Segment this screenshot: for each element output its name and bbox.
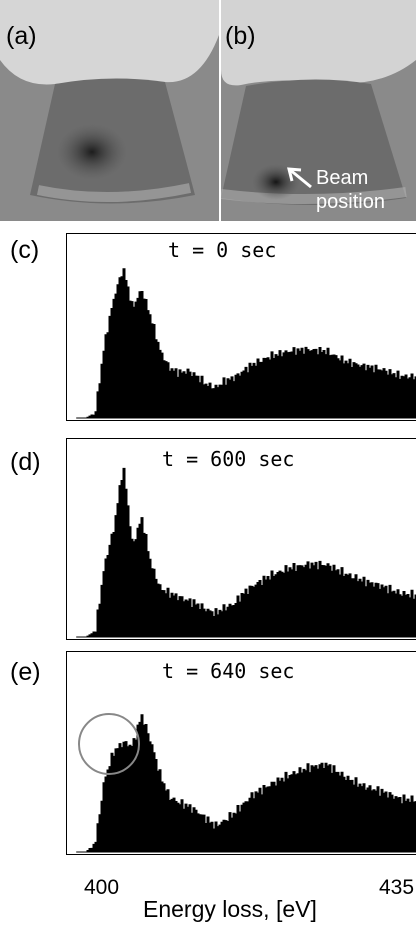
x-tick-435: 435: [379, 876, 415, 899]
micrograph-a: (a): [0, 0, 219, 221]
highlight-circle: [78, 713, 140, 775]
spectrum-e-svg: [76, 713, 416, 853]
beam-arrow-icon: [287, 167, 312, 189]
x-axis-label: Energy loss, [eV]: [143, 896, 317, 922]
spectrum-d-svg: [76, 467, 416, 638]
micrograph-b-image: [221, 0, 416, 221]
panel-label-a: (a): [6, 22, 37, 50]
beam-annotation-line1: Beam: [316, 167, 369, 189]
beam-position-annotation: Beam position: [316, 166, 385, 214]
spectrum-e-area: [76, 714, 416, 853]
spectrum-plot-e: t = 640 sec: [66, 651, 416, 855]
spectrum-plot-c: t = 0 sec: [66, 233, 416, 421]
spectrum-c-area: [76, 268, 416, 419]
x-tick-400: 400: [84, 876, 120, 899]
panel-label-c: (c): [10, 236, 40, 264]
spectrum-d-area: [76, 467, 416, 638]
time-label-e: t = 640 sec: [162, 659, 295, 683]
time-label-c: t = 0 sec: [168, 238, 277, 262]
panel-label-b: (b): [225, 22, 256, 50]
beam-annotation-line2: position: [316, 191, 385, 213]
panel-label-e: (e): [10, 658, 41, 686]
time-label-d: t = 600 sec: [162, 447, 295, 471]
panel-label-d: (d): [10, 448, 41, 476]
spectrum-plot-d: t = 600 sec: [66, 438, 416, 640]
micrograph-b: (b) Beam position: [221, 0, 416, 221]
micrograph-a-image: [0, 0, 219, 221]
spectrum-c-svg: [76, 268, 416, 419]
